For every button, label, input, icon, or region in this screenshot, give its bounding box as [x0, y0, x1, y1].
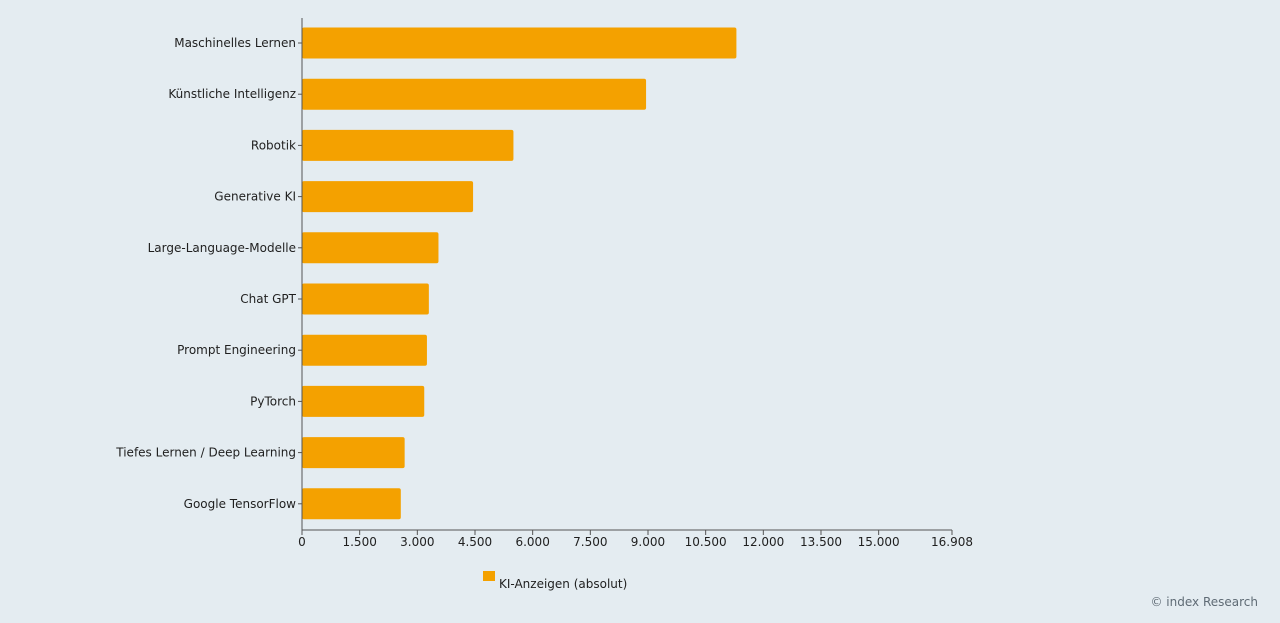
x-tick-label: 4.500 [458, 535, 492, 549]
bar [302, 488, 401, 520]
bar [302, 78, 647, 110]
x-tick-label: 0 [298, 535, 306, 549]
x-tick-label: 10.500 [685, 535, 727, 549]
bar [302, 27, 737, 59]
category-label: Chat GPT [240, 292, 296, 306]
bars-layer [302, 27, 737, 520]
bar [302, 437, 405, 469]
category-label: Tiefes Lernen / Deep Learning [115, 446, 296, 460]
bar [302, 181, 474, 213]
category-label: Künstliche Intelligenz [168, 87, 296, 101]
category-label: Google TensorFlow [184, 497, 297, 511]
x-tick-label: 12.000 [742, 535, 784, 549]
x-tick-label: 6.000 [515, 535, 549, 549]
credit-text: © index Research [1150, 595, 1258, 609]
category-label: Robotik [251, 138, 296, 152]
category-label: PyTorch [250, 394, 296, 408]
bar [302, 385, 425, 417]
legend-label: KI-Anzeigen (absolut) [499, 577, 627, 591]
category-label: Generative KI [214, 190, 296, 204]
bar [302, 283, 429, 315]
x-tick-label: 9.000 [631, 535, 665, 549]
x-tick-label: 16.908 [931, 535, 973, 549]
legend: KI-Anzeigen (absolut) [483, 571, 627, 591]
bar [302, 129, 514, 161]
axes-layer: Maschinelles Lernen Künstliche Intelligen… [115, 18, 973, 549]
bar [302, 334, 427, 366]
x-tick-label: 15.000 [858, 535, 900, 549]
category-label: Maschinelles Lernen [174, 36, 296, 50]
x-tick-label: 7.500 [573, 535, 607, 549]
x-tick-label: 3.000 [400, 535, 434, 549]
x-tick-label: 1.500 [342, 535, 376, 549]
category-label: Prompt Engineering [177, 343, 296, 357]
x-tick-label: 13.500 [800, 535, 842, 549]
bar [302, 232, 439, 264]
category-label: Large-Language-Modelle [148, 241, 296, 255]
legend-swatch [483, 571, 495, 581]
